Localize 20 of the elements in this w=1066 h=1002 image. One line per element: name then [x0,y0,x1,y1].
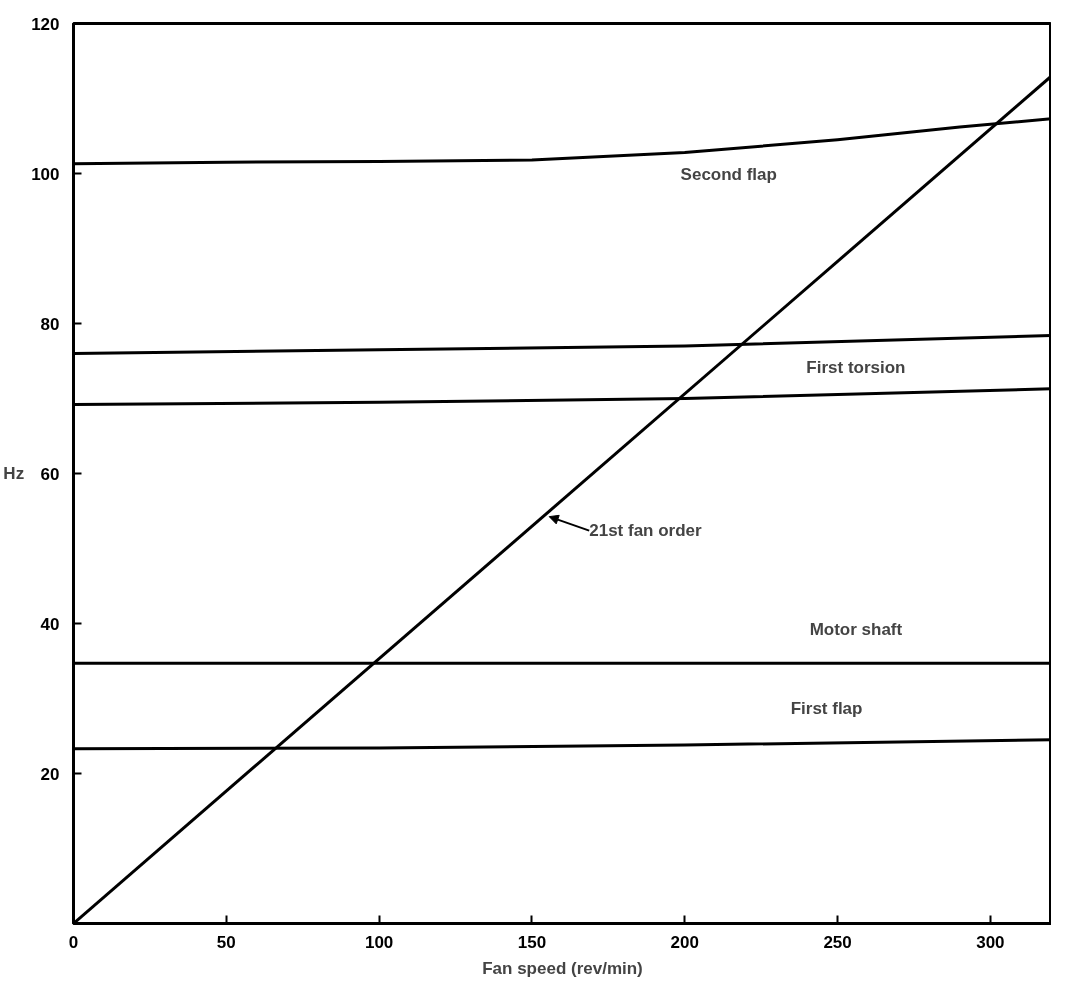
series-label: First torsion [806,357,906,377]
y-tick-label: 60 [40,464,60,484]
x-axis-title: Fan speed (rev/min) [482,958,643,978]
x-tick-label: 100 [364,932,394,952]
x-tick-label: 0 [68,932,79,952]
series-label: Motor shaft [809,619,903,639]
y-tick-label: 120 [31,14,60,34]
x-tick-label: 50 [216,932,236,952]
annotation: 21st fan order [589,521,703,541]
x-tick-label: 200 [670,932,699,952]
y-tick-label: 40 [40,614,60,634]
x-tick-label: 150 [517,932,547,952]
y-tick-label: 100 [31,164,60,184]
x-tick-label: 250 [823,932,852,952]
y-tick-label: 20 [40,764,60,784]
y-tick-label: 80 [40,314,60,334]
x-tick-label: 300 [976,932,1005,952]
series-label: Second flap [680,165,777,185]
y-axis-title: Hz [3,464,25,483]
series-label: First flap [790,699,863,719]
